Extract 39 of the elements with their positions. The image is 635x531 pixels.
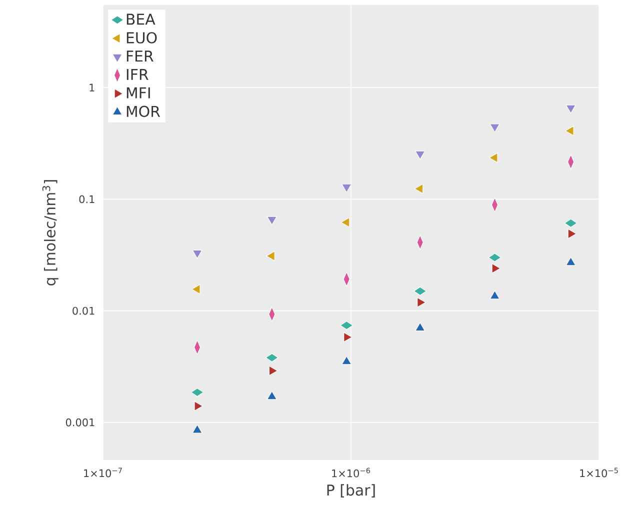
point [415, 150, 426, 160]
point [340, 320, 354, 330]
y-tick-label: 0.1 [79, 195, 94, 204]
legend-label: FER [126, 50, 154, 62]
point [266, 390, 277, 400]
point [490, 124, 500, 133]
legend-label: BEA [126, 14, 156, 25]
point [190, 388, 204, 397]
point [268, 366, 278, 376]
legend-label: EUO [126, 32, 157, 44]
point [192, 250, 202, 259]
point [340, 217, 350, 228]
legend-label: MFI [126, 87, 150, 98]
y-tick-label: 0.01 [72, 306, 94, 315]
point [265, 353, 278, 362]
point [566, 256, 576, 266]
x-tick-label: 1×10$^{−7}$ [84, 468, 122, 478]
point [192, 424, 202, 434]
point [564, 218, 578, 228]
point [342, 356, 352, 365]
x-axis-title: P [bar] [327, 484, 375, 498]
legend-label: MOR [126, 106, 160, 118]
point [490, 290, 500, 300]
x-tick-label: 1×10$^{−5}$ [580, 468, 618, 478]
legend-label: IFR [126, 69, 148, 80]
point [566, 104, 576, 114]
point [266, 250, 275, 262]
y-tick-label: 1 [90, 84, 94, 92]
point [342, 184, 352, 193]
point [565, 126, 574, 136]
point [417, 297, 426, 308]
point [266, 216, 277, 226]
point [415, 322, 426, 332]
y-axis-title: q [molec/nm$^{3}$] [42, 180, 58, 286]
point [414, 286, 427, 296]
point [194, 401, 204, 412]
x-tick-label: 1×10$^{−6}$ [332, 468, 370, 478]
point [492, 263, 501, 274]
y-tick-label: 0.001 [66, 418, 94, 426]
